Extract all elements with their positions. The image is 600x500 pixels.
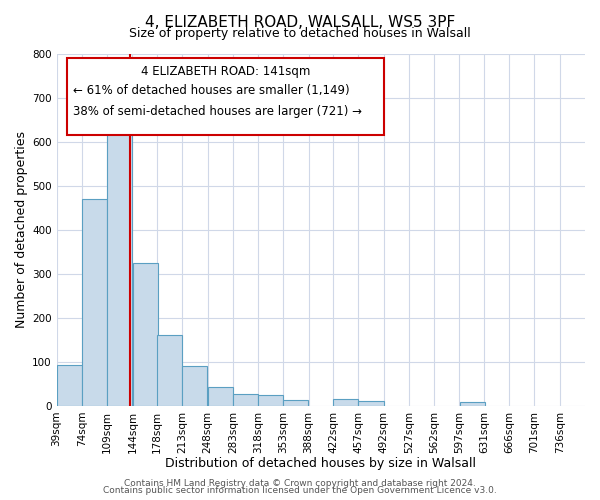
Text: 4 ELIZABETH ROAD: 141sqm: 4 ELIZABETH ROAD: 141sqm xyxy=(141,64,310,78)
Text: ← 61% of detached houses are smaller (1,149): ← 61% of detached houses are smaller (1,… xyxy=(73,84,349,97)
Text: Size of property relative to detached houses in Walsall: Size of property relative to detached ho… xyxy=(129,28,471,40)
Text: 38% of semi-detached houses are larger (721) →: 38% of semi-detached houses are larger (… xyxy=(73,105,362,118)
Bar xyxy=(133,263,158,406)
Bar xyxy=(283,400,308,406)
Bar xyxy=(208,388,233,406)
Bar xyxy=(460,402,485,406)
Text: 4, ELIZABETH ROAD, WALSALL, WS5 3PF: 4, ELIZABETH ROAD, WALSALL, WS5 3PF xyxy=(145,15,455,30)
Bar xyxy=(107,122,133,406)
Bar xyxy=(82,199,107,406)
Bar xyxy=(157,336,182,406)
Bar xyxy=(358,400,383,406)
Bar xyxy=(233,394,258,406)
Bar xyxy=(333,400,358,406)
Bar xyxy=(258,396,283,406)
FancyBboxPatch shape xyxy=(67,58,384,135)
Text: Contains public sector information licensed under the Open Government Licence v3: Contains public sector information licen… xyxy=(103,486,497,495)
Bar xyxy=(182,366,208,406)
Y-axis label: Number of detached properties: Number of detached properties xyxy=(15,132,28,328)
Bar xyxy=(57,365,82,406)
Text: Contains HM Land Registry data © Crown copyright and database right 2024.: Contains HM Land Registry data © Crown c… xyxy=(124,478,476,488)
X-axis label: Distribution of detached houses by size in Walsall: Distribution of detached houses by size … xyxy=(166,457,476,470)
